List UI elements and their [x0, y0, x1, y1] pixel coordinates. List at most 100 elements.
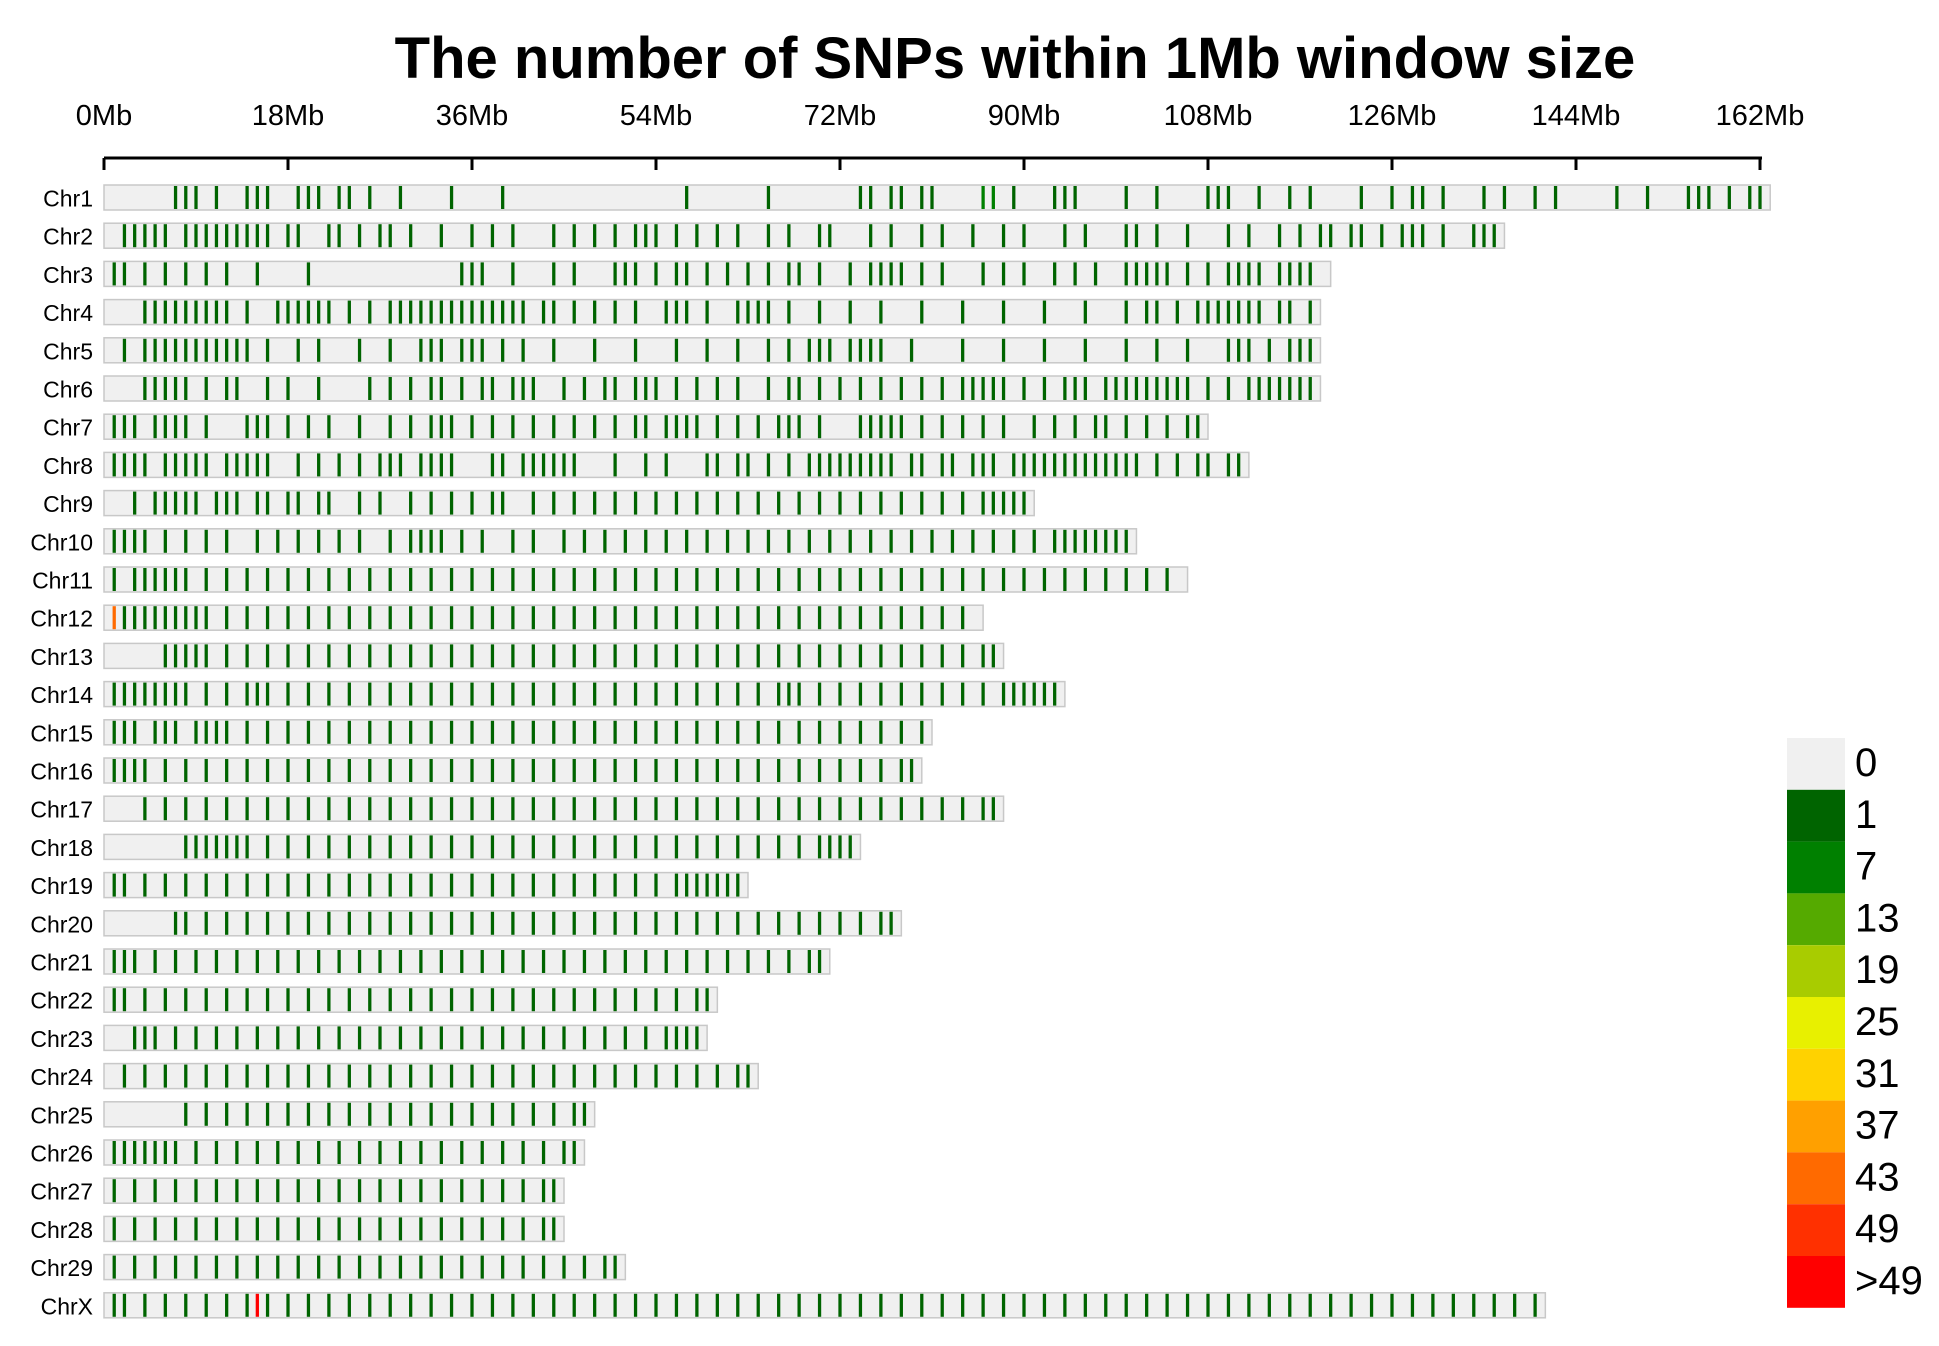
snp-window-mark [715, 1064, 719, 1088]
snp-window-mark [347, 1293, 351, 1317]
snp-window-mark [306, 1293, 311, 1317]
snp-window-mark [797, 682, 801, 706]
snp-window-mark [920, 568, 924, 591]
snp-window-mark [613, 224, 617, 248]
snp-window-mark [439, 1217, 443, 1241]
snp-window-mark [511, 835, 515, 859]
snp-window-mark [858, 682, 863, 706]
snp-window-mark [1063, 1293, 1067, 1317]
snp-window-mark [1053, 529, 1057, 553]
snp-window-mark [715, 835, 719, 859]
snp-window-mark [122, 262, 127, 286]
snp-window-mark [541, 453, 546, 477]
snp-window-mark [654, 606, 658, 630]
snp-window-mark [1185, 415, 1190, 439]
snp-window-mark [306, 262, 311, 286]
snp-window-mark [1053, 682, 1057, 706]
snp-window-mark [613, 759, 617, 782]
snp-window-mark [419, 950, 423, 973]
snp-window-mark [378, 1026, 382, 1050]
snp-window-mark [204, 606, 208, 630]
snp-window-mark [388, 453, 392, 477]
snp-window-mark [593, 300, 597, 324]
snp-window-mark [613, 644, 617, 668]
legend-swatch [1787, 1048, 1845, 1101]
snp-window-mark [828, 224, 832, 248]
snp-window-mark [869, 453, 873, 477]
snp-window-mark [1022, 1293, 1026, 1317]
snp-window-mark [1615, 186, 1619, 209]
snp-window-mark [991, 491, 995, 515]
snp-window-mark [112, 415, 116, 439]
snp-window-mark [777, 835, 781, 859]
snp-window-mark [460, 1217, 464, 1241]
snp-window-mark [429, 491, 433, 515]
snp-window-mark [572, 1102, 576, 1126]
x-axis: 0Mb 18Mb 36Mb 54Mb 72Mb 90Mb 108Mb 126Mb 144Mb 16… [76, 100, 1804, 170]
snp-window-mark [153, 491, 157, 515]
snp-window-mark [858, 377, 863, 400]
snp-window-mark [654, 759, 658, 782]
snp-window-mark [173, 1141, 178, 1164]
snp-window-mark [153, 1217, 157, 1241]
snp-window-mark [143, 1064, 147, 1088]
snp-window-mark [654, 873, 658, 897]
chromosome-bar [103, 1292, 1547, 1319]
snp-window-mark [429, 606, 433, 630]
snp-window-mark [357, 453, 362, 477]
snp-window-mark [327, 1064, 331, 1088]
snp-window-mark [439, 453, 443, 477]
snp-window-mark [991, 186, 995, 209]
snp-window-mark [879, 682, 883, 706]
snp-window-mark [531, 720, 535, 744]
snp-window-mark [184, 224, 188, 248]
snp-window-mark [511, 797, 515, 821]
snp-window-mark [695, 911, 699, 935]
snp-window-mark [306, 644, 311, 668]
snp-window-mark [899, 186, 903, 209]
snp-window-mark [1206, 300, 1210, 324]
snp-window-mark [633, 568, 638, 591]
snp-window-mark [899, 797, 903, 821]
snp-window-mark [153, 1141, 157, 1164]
snp-window-mark [1257, 377, 1261, 400]
snp-window-mark [746, 1064, 750, 1088]
chromosome-bar [103, 566, 1189, 593]
snp-window-mark [173, 1255, 178, 1279]
snp-window-mark [674, 797, 679, 821]
snp-window-mark [133, 568, 137, 591]
snp-window-mark [439, 224, 443, 248]
snp-window-mark [409, 300, 413, 324]
snp-window-mark [194, 1217, 198, 1241]
snp-window-mark [593, 835, 597, 859]
snp-window-mark [449, 759, 454, 782]
snp-window-mark [736, 835, 740, 859]
snp-window-mark [173, 377, 178, 400]
snp-window-mark [133, 606, 137, 630]
snp-window-mark [736, 873, 740, 897]
snp-window-mark [245, 453, 249, 477]
snp-window-mark [572, 759, 576, 782]
snp-window-mark [143, 453, 147, 477]
snp-window-mark [409, 797, 413, 821]
chromosome-label: Chr22 [30, 988, 93, 1014]
snp-window-mark [777, 1293, 781, 1317]
snp-window-mark [1216, 300, 1220, 324]
snp-window-mark [470, 988, 474, 1012]
snp-window-mark [133, 1255, 137, 1279]
snp-window-mark [173, 950, 178, 973]
chromosome-bar [103, 1253, 627, 1281]
snp-window-mark [961, 644, 965, 668]
snp-window-mark [306, 835, 311, 859]
snp-window-mark [889, 911, 893, 935]
snp-window-mark [317, 186, 321, 209]
chromosome-row: Chr22 [30, 986, 719, 1014]
snp-window-mark [695, 568, 699, 591]
snp-window-mark [163, 529, 167, 553]
snp-window-mark [347, 797, 351, 821]
snp-window-mark [409, 491, 413, 515]
snp-window-mark [817, 262, 822, 286]
snp-window-mark [163, 1064, 167, 1088]
snp-window-mark [940, 568, 944, 591]
snp-window-mark [184, 682, 188, 706]
